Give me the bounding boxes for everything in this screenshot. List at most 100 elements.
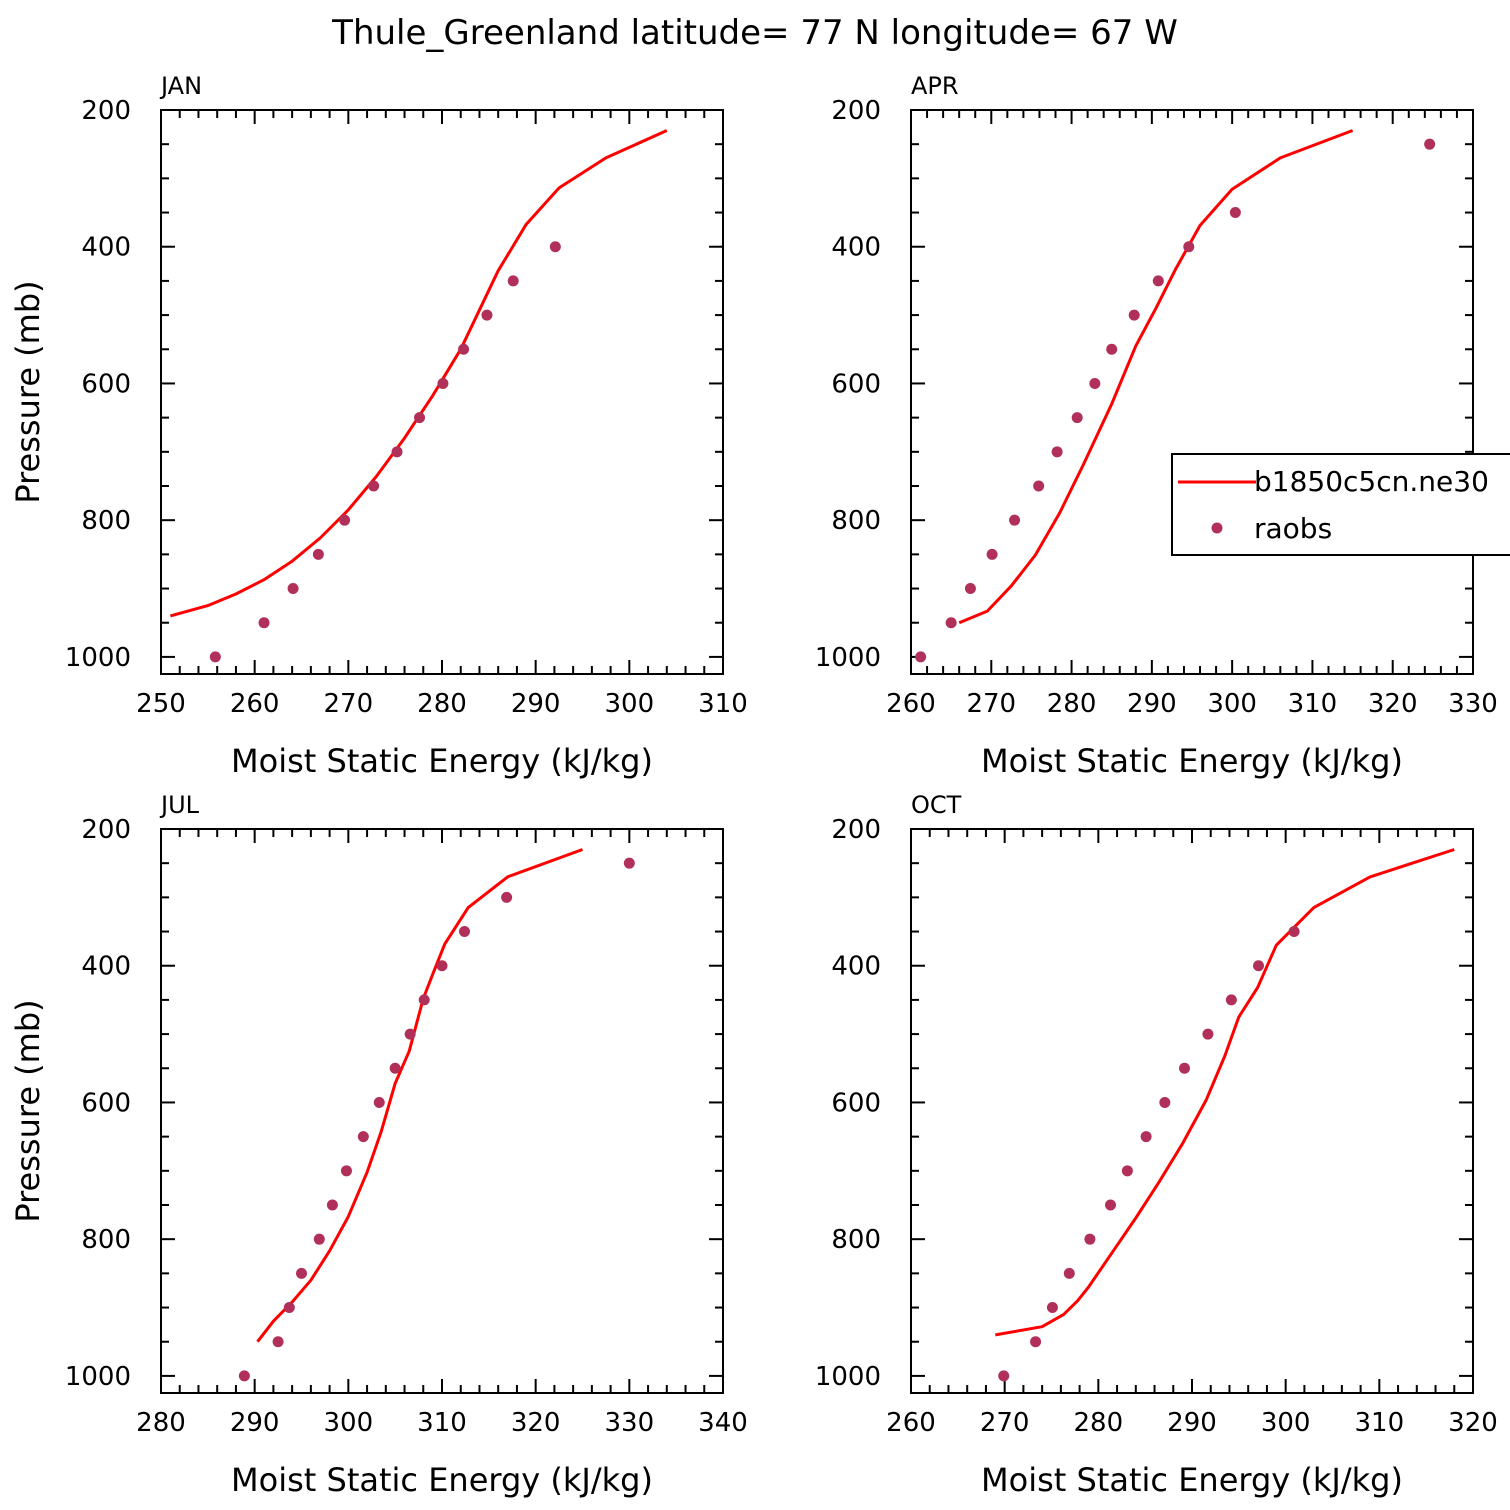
y-tick-label: 400 (831, 233, 881, 263)
raobs-point (1089, 377, 1101, 389)
raobs-point (272, 1336, 284, 1348)
y-tick-label: 800 (81, 1225, 131, 1255)
x-axis-label: Moist Static Energy (kJ/kg) (231, 1461, 653, 1499)
raobs-point (1046, 1302, 1058, 1314)
raobs-point (368, 480, 380, 492)
x-tick-label: 270 (966, 689, 1016, 719)
x-tick-label: 280 (1074, 1408, 1124, 1438)
x-tick-label: 270 (980, 1408, 1030, 1438)
raobs-point (312, 548, 324, 560)
raobs-point (326, 1199, 338, 1211)
raobs-point (986, 548, 998, 560)
raobs-point (436, 960, 448, 972)
model-series-line (958, 129, 1354, 625)
x-tick-label: 330 (1448, 689, 1498, 719)
raobs-point (357, 1131, 369, 1143)
x-tick-label: 280 (417, 689, 467, 719)
x-tick-label: 340 (698, 1408, 748, 1438)
x-tick-label: 320 (1368, 689, 1418, 719)
raobs-point (1071, 412, 1083, 424)
raobs-point (1288, 926, 1300, 938)
panel-label: OCT (911, 791, 962, 819)
raobs-point (1128, 309, 1140, 321)
x-tick-label: 310 (1355, 1408, 1405, 1438)
x-tick-label: 270 (324, 689, 374, 719)
panel-label: JAN (159, 72, 202, 100)
y-tick-label: 200 (81, 815, 131, 845)
x-tick-label: 310 (698, 689, 748, 719)
raobs-point (373, 1096, 385, 1108)
y-tick-label: 1000 (815, 643, 881, 673)
model-series-line (170, 129, 668, 618)
panel-jan: JAN 250 260 270 280 290 300 310 200 400 600 800 1000… (9, 72, 748, 780)
raobs-point (1424, 138, 1436, 150)
raobs-point (998, 1370, 1010, 1382)
raobs-point (1063, 1267, 1075, 1279)
raobs-point (458, 343, 470, 355)
y-tick-label: 400 (81, 952, 131, 982)
x-tick-label: 290 (1167, 1408, 1217, 1438)
plot-frame (910, 109, 1474, 675)
panel-oct: OCT 260 270 280 290 300 310 320 200 400 600 800 1000… (815, 791, 1498, 1499)
raobs-point (458, 926, 470, 938)
panel-label: APR (911, 72, 959, 100)
raobs-point (945, 617, 957, 629)
x-axis-label: Moist Static Energy (kJ/kg) (231, 742, 653, 780)
x-tick-label: 320 (511, 1408, 561, 1438)
x-tick-label: 310 (1288, 689, 1338, 719)
x-tick-label: 250 (136, 689, 186, 719)
y-tick-label: 800 (831, 506, 881, 536)
y-tick-label: 800 (81, 506, 131, 536)
x-tick-label: 330 (605, 1408, 655, 1438)
x-tick-label: 300 (1207, 689, 1257, 719)
raobs-point (507, 275, 519, 287)
raobs-point (1152, 275, 1164, 287)
x-tick-label: 300 (324, 1408, 374, 1438)
raobs-point (1030, 1336, 1042, 1348)
legend: b1850c5cn.ne30 raobs (1171, 453, 1510, 556)
x-tick-label: 310 (417, 1408, 467, 1438)
y-tick-label: 400 (831, 952, 881, 982)
legend-box (1171, 453, 1510, 556)
panel-jul: JUL 280 290 300 310 320 330 340 200 400 600 800 1000… (9, 791, 748, 1499)
x-axis-label: Moist Static Energy (kJ/kg) (981, 1461, 1403, 1499)
x-tick-label: 300 (1261, 1408, 1311, 1438)
legend-model-label: b1850c5cn.ne30 (1254, 465, 1489, 498)
raobs-point (391, 446, 403, 458)
raobs-point (1229, 207, 1241, 219)
raobs-point (404, 1028, 416, 1040)
raobs-point (1009, 514, 1021, 526)
raobs-point (238, 1370, 250, 1382)
y-tick-label: 200 (81, 96, 131, 126)
raobs-point (1051, 446, 1063, 458)
x-tick-label: 260 (886, 1408, 936, 1438)
plot-area (995, 848, 1455, 1382)
x-tick-label: 290 (230, 1408, 280, 1438)
raobs-point (296, 1267, 307, 1279)
raobs-point (549, 241, 561, 253)
raobs-point (418, 994, 430, 1006)
y-tick-label: 400 (81, 233, 131, 263)
raobs-point (1179, 1062, 1191, 1074)
y-axis-label: Pressure (mb) (9, 280, 47, 503)
y-tick-label: 1000 (65, 1362, 131, 1392)
raobs-point (1121, 1165, 1133, 1177)
raobs-point (340, 1165, 352, 1177)
raobs-point (1225, 994, 1237, 1006)
legend-raobs-label: raobs (1254, 512, 1332, 545)
raobs-point (1106, 343, 1118, 355)
y-tick-label: 800 (831, 1225, 881, 1255)
y-tick-label: 600 (831, 1088, 881, 1118)
plot-area (170, 129, 668, 663)
x-tick-label: 290 (511, 689, 561, 719)
panel-label: JUL (159, 791, 200, 819)
raobs-point (389, 1062, 401, 1074)
x-axis-label: Moist Static Energy (kJ/kg) (981, 742, 1403, 780)
raobs-point (1253, 960, 1265, 972)
y-tick-label: 200 (831, 96, 881, 126)
x-tick-label: 260 (886, 689, 936, 719)
raobs-point (623, 857, 635, 869)
raobs-point (287, 583, 299, 595)
